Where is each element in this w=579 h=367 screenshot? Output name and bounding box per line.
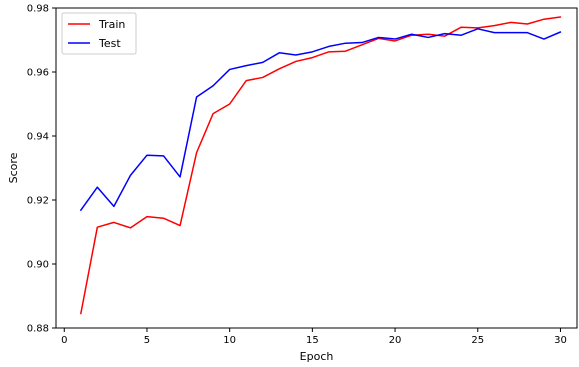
y-tick-label: 0.90 xyxy=(27,260,49,271)
y-tick-label: 0.92 xyxy=(27,196,49,207)
legend-label-train: Train xyxy=(98,18,125,31)
y-tick-label: 0.94 xyxy=(27,132,49,143)
y-tick-label: 0.98 xyxy=(27,4,49,15)
legend: Train Test xyxy=(61,12,137,55)
series-line-train xyxy=(80,16,562,315)
x-tick-label: 30 xyxy=(554,335,567,346)
x-tick-label: 20 xyxy=(389,335,402,346)
x-tick-label: 10 xyxy=(223,335,236,346)
y-axis-label: Score xyxy=(7,152,20,183)
x-axis-label: Epoch xyxy=(300,350,334,363)
series-group xyxy=(80,16,562,315)
ticks-group: 0 5 10 15 20 25 30 0.88 0.90 0.92 0.94 0.96 0.98 xyxy=(27,4,567,347)
x-tick-label: 25 xyxy=(471,335,484,346)
plot-frame xyxy=(55,7,578,329)
x-tick-label: 5 xyxy=(144,335,150,346)
y-tick-label: 0.88 xyxy=(27,324,49,335)
x-tick-label: 0 xyxy=(61,335,67,346)
x-tick-label: 15 xyxy=(306,335,319,346)
y-tick-label: 0.96 xyxy=(27,68,49,79)
series-line-test xyxy=(80,28,562,211)
legend-label-test: Test xyxy=(98,37,121,50)
